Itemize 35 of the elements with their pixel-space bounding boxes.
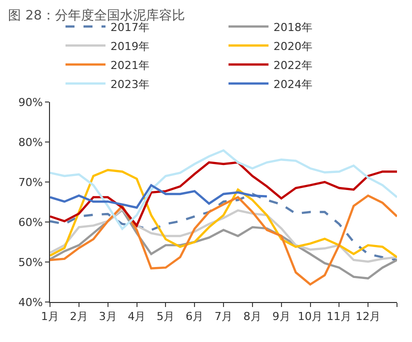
- y-tick-label: 90%: [18, 96, 43, 109]
- legend-label: 2020年: [274, 40, 312, 53]
- line-series: [50, 168, 397, 258]
- x-tick-label: 1月: [41, 310, 59, 324]
- x-tick-label: 2月: [70, 310, 88, 324]
- legend-label: 2024年: [274, 78, 312, 91]
- y-tick-label: 70%: [18, 176, 43, 189]
- legend-label: 2023年: [110, 78, 150, 91]
- x-tick-label: 9月: [272, 310, 290, 324]
- line-series: [50, 208, 397, 280]
- line-series: [50, 161, 397, 227]
- line-series: [50, 208, 397, 263]
- x-tick-label: 12月: [356, 310, 381, 324]
- x-tick-label: 4月: [128, 310, 146, 324]
- x-tick-label: 5月: [156, 310, 175, 324]
- x-tick-label: 11月: [326, 310, 352, 324]
- y-tick-label: 40%: [18, 296, 43, 309]
- legend-label: 2022年: [274, 58, 312, 72]
- legend-label: 2019年: [110, 40, 150, 53]
- chart-title: 图 28：分年度全国水泥库容比: [8, 7, 185, 24]
- x-tick-label: 3月: [98, 310, 117, 324]
- legend-label: 2017年: [110, 20, 150, 34]
- y-tick-label: 60%: [18, 216, 43, 229]
- line-series: [50, 192, 397, 262]
- x-tick-label: 10月: [298, 310, 323, 324]
- x-tick-label: 6月: [186, 310, 204, 324]
- line-series: [50, 184, 268, 209]
- y-tick-label: 80%: [18, 136, 43, 149]
- x-tick-label: 8月: [243, 310, 262, 324]
- x-tick-label: 7月: [214, 310, 232, 324]
- legend-label: 2021年: [110, 58, 150, 72]
- line-series: [50, 149, 397, 230]
- line-series: [50, 194, 397, 286]
- legend-label: 2018年: [274, 20, 312, 34]
- y-tick-label: 50%: [18, 256, 43, 269]
